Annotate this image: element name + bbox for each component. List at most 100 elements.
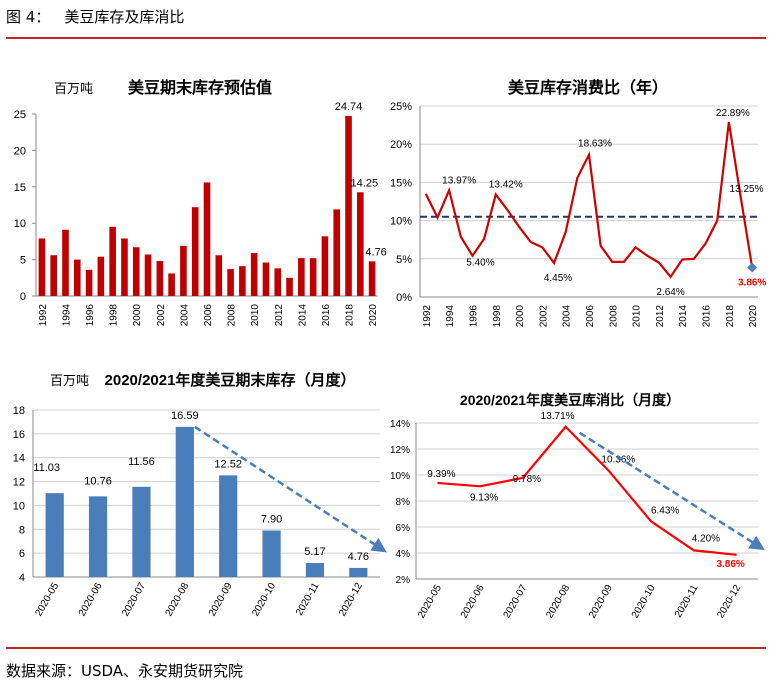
- chart2-x-tick-label: 2000: [515, 305, 526, 328]
- chart1-bar: [97, 256, 105, 296]
- chart2-x-tick-label: 1996: [468, 305, 479, 328]
- chart1-unit-label: 百万吨: [54, 81, 93, 96]
- chart3-data-label: 11.56: [128, 456, 155, 468]
- chart1-bar: [215, 255, 223, 296]
- chart1-bar: [62, 229, 69, 296]
- chart4-data-label: 9.13%: [470, 492, 498, 503]
- chart3-x-tick-label: 2020-09: [207, 581, 235, 619]
- chart2-x-tick-label: 2002: [538, 305, 549, 328]
- chart4-x-tick-label: 2020-11: [673, 583, 701, 620]
- chart2-x-tick-label: 2006: [585, 305, 596, 328]
- chart1-bar: [274, 268, 282, 296]
- chart3-bar: [262, 530, 281, 577]
- chart2-data-label: 4.45%: [544, 273, 572, 284]
- chart3-y-tick-label: 4: [19, 572, 25, 584]
- chart2-y-tick-label: 0%: [396, 292, 412, 304]
- chart3-data-label: 11.03: [33, 462, 60, 474]
- chart4-title: 2020/2021年度美豆库消比（月度）: [460, 392, 680, 408]
- chart1-y-tick-label: 20: [14, 145, 26, 157]
- chart1-bar: [321, 236, 329, 296]
- chart2-y-tick-label: 10%: [390, 216, 412, 228]
- chart1-data-label: 24.74: [335, 101, 363, 113]
- chart1-bar: [121, 238, 128, 296]
- chart1-bar: [309, 258, 317, 296]
- chart1-y-tick-label: 15: [14, 182, 26, 194]
- chart3-data-label: 12.52: [214, 458, 242, 470]
- chart1-bar: [132, 247, 140, 296]
- chart3-data-label: 16.59: [171, 410, 199, 422]
- chart2-data-label: 5.40%: [466, 258, 494, 269]
- chart2-x-tick-label: 1992: [422, 305, 433, 328]
- chart1-bar: [85, 269, 93, 296]
- chart1-bar: [168, 273, 175, 296]
- chart1-bar: [191, 207, 199, 296]
- chart2-x-tick-label: 1994: [445, 305, 456, 328]
- chart3-y-tick-label: 8: [19, 524, 25, 536]
- chart4-data-label: 9.39%: [427, 469, 455, 480]
- chart2-y-tick-label: 5%: [396, 254, 412, 266]
- chart1-y-tick-label: 10: [14, 218, 26, 230]
- chart1-bar: [345, 115, 352, 297]
- chart4-x-tick-label: 2020-07: [502, 583, 530, 621]
- chart3-trend-arrow: [194, 425, 387, 553]
- chart2-data-label: 13.42%: [489, 179, 523, 190]
- chart3-x-tick-label: 2020-06: [77, 581, 105, 619]
- chart3-y-tick-label: 14: [13, 453, 25, 465]
- chart1-x-tick-label: 2000: [132, 304, 143, 327]
- chart1-bar: [357, 192, 364, 296]
- chart3-bar: [175, 426, 194, 577]
- chart1-title: 美豆期末库存预估值: [128, 78, 272, 97]
- chart1-y-tick-label: 0: [20, 291, 26, 303]
- chart2-x-tick-label: 2014: [678, 305, 689, 328]
- chart1-x-tick-label: 1998: [109, 304, 120, 327]
- chart3-y-tick-label: 12: [13, 477, 25, 489]
- chart1-x-tick-label: 2020: [368, 304, 379, 327]
- chart4-x-tick-label: 2020-08: [544, 583, 572, 621]
- chart4-trend-arrow: [578, 431, 765, 551]
- chart1-bar: [73, 259, 81, 296]
- chart4-data-label: 13.71%: [541, 411, 575, 422]
- chart4-y-tick-label: 10%: [390, 471, 410, 482]
- chart4-x-tick-label: 2020-10: [630, 583, 658, 621]
- chart3-y-tick-label: 18: [13, 405, 25, 417]
- chart1-x-tick-label: 1996: [85, 304, 96, 327]
- chart2-x-tick-label: 2020: [748, 305, 759, 328]
- chart4-series-line: [437, 425, 737, 556]
- chart3-y-tick-label: 10: [13, 500, 25, 512]
- chart4-data-label: 10.36%: [601, 454, 635, 465]
- figure-label: 图 4：: [6, 8, 51, 26]
- chart3-x-tick-label: 2020-08: [164, 581, 192, 619]
- chart2-x-tick-label: 2018: [725, 305, 736, 328]
- chart1-x-tick-label: 1994: [61, 304, 72, 327]
- chart1-x-tick-label: 2002: [156, 304, 167, 327]
- chart3-bar: [88, 496, 108, 577]
- chart1-bar: [227, 269, 234, 296]
- chart4-y-tick-label: 12%: [390, 445, 410, 456]
- chart3-y-tick-label: 16: [13, 429, 25, 441]
- chart4-y-tick-label: 2%: [396, 575, 411, 586]
- chart4-x-tick-label: 2020-09: [587, 583, 615, 621]
- chart1-bar: [38, 238, 46, 296]
- chart2-y-tick-label: 15%: [390, 177, 412, 189]
- chart3-y-tick-label: 6: [19, 548, 25, 560]
- chart2-x-tick-label: 2010: [632, 305, 643, 328]
- chart3-title: 2020/2021年度美豆期末库存（月度）: [105, 371, 356, 389]
- top-rule: [6, 37, 766, 39]
- figure-title: 图 4： 美豆库存及库消比: [6, 6, 184, 27]
- chart2-x-tick-label: 1998: [492, 305, 503, 328]
- chart1-bar: [180, 245, 187, 296]
- chart1-bar: [239, 266, 246, 296]
- chart2-last-point-marker: [747, 262, 758, 273]
- bottom-rule: [6, 647, 766, 649]
- chart1-x-tick-label: 1992: [38, 304, 49, 327]
- chart4-data-label: 9.78%: [513, 474, 541, 485]
- chart1-bar: [298, 258, 305, 296]
- chart3-x-tick-label: 2020-12: [337, 581, 365, 619]
- chart4-data-label: 3.86%: [716, 559, 744, 570]
- chart3-x-tick-label: 2020-05: [33, 581, 61, 619]
- chart1-x-tick-label: 2014: [297, 304, 308, 327]
- chart1-x-tick-label: 2010: [250, 304, 261, 327]
- chart3-bar: [132, 486, 151, 577]
- chart2-data-label: 22.89%: [716, 108, 750, 119]
